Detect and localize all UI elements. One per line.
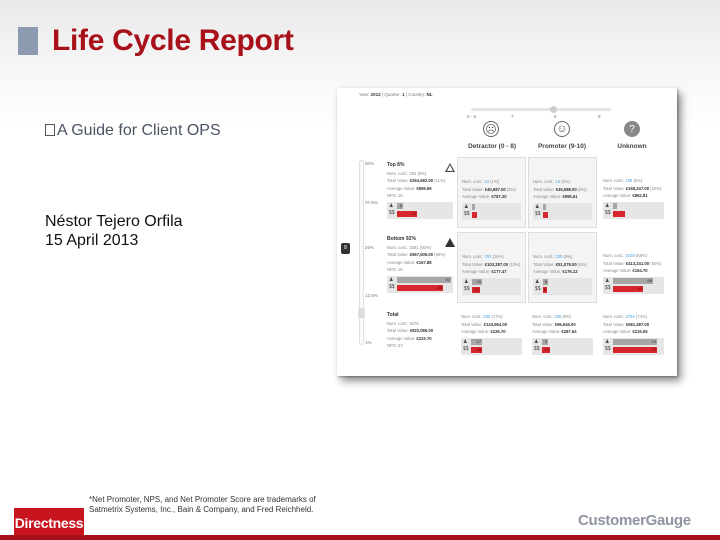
score-slider-knob[interactable]: [550, 106, 557, 113]
user-icon: ♟: [535, 203, 540, 210]
question-icon: ?: [624, 121, 640, 137]
grid-cell-bottom-promoter[interactable]: Num. cust.: 330 (8%) Total Value: €51,07…: [528, 232, 597, 303]
grid-cell-total-unknown[interactable]: Num. cust.: 2704 (74%) Total Value: €581…: [599, 295, 668, 366]
user-icon: ♟: [464, 278, 469, 285]
bullet-box-icon: [45, 124, 55, 136]
scale-label: 12.5%: [365, 293, 378, 298]
author-block: Néstor Tejero Orfila 15 April 2013: [45, 212, 183, 250]
money-icon: $$: [464, 286, 470, 292]
money-icon: $$: [605, 285, 611, 291]
user-icon: ♟: [464, 203, 469, 210]
segment-total: Total Num. cust.: 3675 Total Value: €822…: [387, 312, 434, 348]
segment-bars: ♟ 92 $$ 88: [387, 275, 453, 293]
author-name: Néstor Tejero Orfila: [45, 213, 183, 230]
customergauge-logo: CustomerGauge: [578, 512, 691, 529]
user-icon: ♟: [534, 338, 539, 345]
slider-tick: 8: [554, 114, 557, 119]
money-icon: $$: [389, 284, 395, 290]
slide-subtitle: A Guide for Client OPS: [45, 122, 221, 140]
segment-down-toggle-icon[interactable]: [445, 238, 455, 247]
user-icon: ♟: [463, 338, 468, 345]
grid-cell-top-detractor[interactable]: Num. cust.: 34 (1%) Total Value: €40,687…: [457, 157, 526, 228]
scale-label: 25%: [365, 245, 375, 250]
segment-up-toggle-icon[interactable]: [445, 163, 455, 172]
bottom-stripe: [0, 535, 720, 540]
grid-cell-total-detractor[interactable]: Num. cust.: 635 (17%) Total Value: €143,…: [457, 295, 526, 366]
slide-title: Life Cycle Report: [52, 24, 294, 57]
slide-title-bar: Life Cycle Report: [18, 24, 294, 58]
category-detractor: Detractor (0 - 8): [467, 143, 517, 150]
segment-bars: ♟ 8 $$ 13: [387, 201, 453, 219]
slider-tick: 0 - 6: [467, 114, 477, 119]
money-icon: $$: [464, 211, 470, 217]
segment-handle[interactable]: 8: [341, 243, 350, 254]
user-icon: ♟: [605, 338, 610, 345]
money-icon: $$: [534, 346, 540, 352]
dashboard-screenshot: Year: 2012 | Quarter: 1 | Country: NL 0 …: [337, 88, 669, 370]
user-icon: ♟: [605, 277, 610, 284]
score-slider[interactable]: [471, 108, 611, 111]
user-icon: ♟: [389, 276, 394, 283]
grid-cell-top-promoter[interactable]: Num. cust.: 15 (0%) Total Value: €45,588…: [528, 157, 597, 228]
user-icon: ♟: [605, 202, 610, 209]
subtitle-text: A Guide for Client OPS: [57, 122, 221, 139]
presentation-date: 15 April 2013: [45, 232, 139, 249]
title-accent-square: [18, 27, 38, 55]
money-icon: $$: [605, 346, 611, 352]
money-icon: $$: [605, 210, 611, 216]
category-promoter: Promoter (9-10): [537, 143, 587, 150]
grid-cell-bottom-unknown[interactable]: Num. cust.: 4028 (68%) Total Value: €413…: [599, 232, 668, 303]
money-icon: $$: [535, 211, 541, 217]
category-unknown: Unknown: [617, 143, 647, 150]
money-icon: $$: [389, 210, 395, 216]
happy-face-icon: ☺: [554, 121, 570, 137]
trademark-footnote: *Net Promoter, NPS, and Net Promoter Sco…: [89, 495, 316, 514]
user-icon: ♟: [535, 278, 540, 285]
grid-cell-total-promoter[interactable]: Num. cust.: 336 (9%) Total Value: €96,64…: [528, 295, 597, 366]
scale-label: 50%: [365, 161, 375, 166]
slider-tick: 7: [511, 114, 514, 119]
vertical-slider-knob[interactable]: [358, 308, 365, 318]
money-icon: $$: [535, 286, 541, 292]
sad-face-icon: ☹: [483, 121, 499, 137]
segment-bottom: Bottom 92% Num. cust.: 3381 (92%) Total …: [387, 236, 457, 293]
grid-cell-top-unknown[interactable]: Num. cust.: 195 (5%) Total Value: €168,2…: [599, 157, 668, 228]
directness-logo: Directness: [14, 508, 84, 535]
scale-label: 1%: [365, 340, 372, 345]
user-icon: ♟: [389, 202, 394, 209]
grid-cell-bottom-detractor[interactable]: Num. cust.: 797 (16%) Total Value: €103,…: [457, 232, 526, 303]
scale-label: 37.5%: [365, 200, 378, 205]
slider-tick: 9: [598, 114, 601, 119]
segment-vertical-slider[interactable]: [359, 160, 364, 345]
segment-top: Top 8% Num. cust.: 294 (8%) Total Value:…: [387, 162, 457, 219]
money-icon: $$: [463, 346, 469, 352]
filter-line: Year: 2012 | Quarter: 1 | Country: NL: [359, 92, 433, 97]
